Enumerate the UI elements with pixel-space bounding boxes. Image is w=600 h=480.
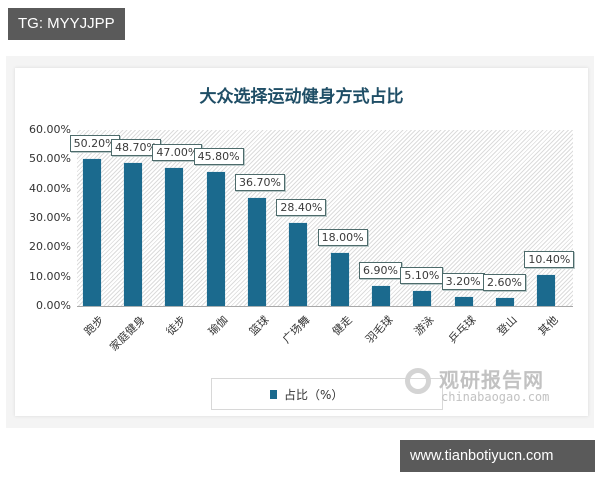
x-tick-label: 徒步 — [164, 313, 189, 339]
x-tick-label: 登山 — [494, 313, 520, 339]
legend-label: 占比（%） — [284, 388, 344, 402]
y-tick-label: 0.00% — [36, 299, 71, 312]
data-label: 5.10% — [400, 267, 444, 285]
x-tick-label: 游泳 — [412, 313, 437, 339]
data-label: 2.60% — [483, 274, 526, 292]
bar — [372, 285, 390, 306]
watermark: 观研报告网 chinabaogao.com — [405, 364, 575, 408]
data-label: 50.20% — [69, 134, 120, 152]
y-tick-label: 60.00% — [29, 123, 71, 136]
x-tick-label: 乒乓球 — [445, 313, 479, 346]
chart-title: 大众选择运动健身方式占比 — [199, 87, 404, 107]
data-label: 36.70% — [235, 174, 285, 192]
x-axis-line — [77, 306, 573, 307]
bar — [289, 222, 308, 306]
x-tick-label: 跑步 — [81, 313, 107, 339]
data-label: 45.80% — [193, 147, 244, 165]
bar — [248, 198, 266, 306]
bar — [330, 253, 349, 306]
data-label: 48.70% — [111, 139, 161, 157]
y-tick-label: 50.00% — [29, 152, 71, 166]
x-tick-label: 瑜伽 — [205, 313, 231, 339]
bottom-tag: www.tianbotiyucn.com — [400, 440, 595, 472]
watermark-en: chinabaogao.com — [441, 390, 550, 404]
x-tick-label: 家庭健身 — [107, 313, 148, 354]
y-tick-label: 20.00% — [29, 240, 71, 254]
bar — [454, 296, 473, 306]
x-tick-label: 篮球 — [246, 313, 272, 339]
top-tag: TG: MYYJJPP — [8, 8, 125, 40]
bar — [206, 171, 225, 306]
x-tick-label: 广场舞 — [280, 313, 313, 346]
data-label: 3.20% — [441, 272, 485, 290]
bar — [82, 158, 101, 306]
bar — [124, 163, 142, 306]
legend: 占比（%） — [211, 378, 443, 410]
y-tick-label: 30.00% — [29, 211, 71, 224]
legend-swatch — [270, 390, 277, 399]
bar — [496, 298, 514, 306]
x-tick-label: 羽毛球 — [363, 313, 396, 346]
data-label: 18.00% — [317, 229, 368, 247]
data-label: 47.00% — [152, 144, 203, 162]
data-label: 28.40% — [276, 198, 327, 216]
bar — [537, 275, 556, 306]
y-tick-label: 40.00% — [29, 181, 71, 195]
x-tick-label: 其他 — [536, 313, 561, 339]
data-label: 10.40% — [524, 251, 575, 269]
bar — [413, 291, 432, 306]
data-label: 6.90% — [359, 261, 402, 279]
y-tick-label: 10.00% — [29, 269, 71, 283]
watermark-cn: 观研报告网 — [439, 368, 544, 392]
chart-card: 大众选择运动健身方式占比 占比（%） 观研报告网 chinabaogao.com… — [15, 68, 588, 416]
bar — [165, 168, 184, 306]
x-tick-label: 健走 — [329, 313, 355, 339]
chinabaogao-logo-icon — [405, 368, 431, 394]
